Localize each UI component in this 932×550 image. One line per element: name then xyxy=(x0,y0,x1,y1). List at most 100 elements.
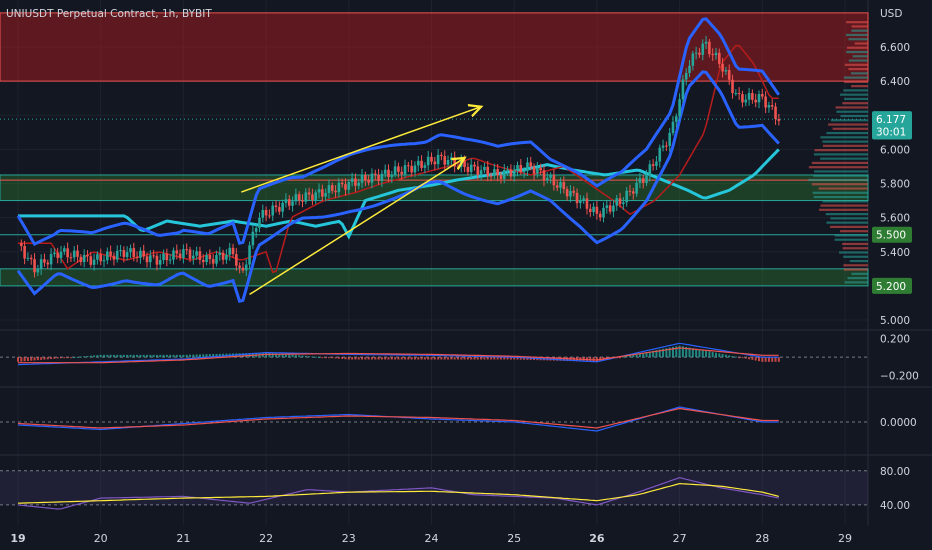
candle-body[interactable] xyxy=(598,213,602,218)
candle-body[interactable] xyxy=(324,192,327,197)
candle-body[interactable] xyxy=(248,245,251,265)
candle-body[interactable] xyxy=(645,175,648,183)
candle-body[interactable] xyxy=(582,198,585,201)
candle-body[interactable] xyxy=(734,93,738,95)
candle-body[interactable] xyxy=(115,250,119,260)
candle-body[interactable] xyxy=(757,94,761,103)
candle-body[interactable] xyxy=(585,198,589,209)
candle-body[interactable] xyxy=(681,79,685,100)
candle-body[interactable] xyxy=(559,182,562,188)
candle-body[interactable] xyxy=(479,170,483,175)
candle-body[interactable] xyxy=(661,145,665,148)
candle-body[interactable] xyxy=(274,205,278,208)
candle-body[interactable] xyxy=(139,250,142,258)
candle-body[interactable] xyxy=(92,259,96,265)
candle-body[interactable] xyxy=(291,201,294,206)
candle-body[interactable] xyxy=(701,43,705,55)
candle-body[interactable] xyxy=(373,173,377,175)
trend-arrow[interactable] xyxy=(241,107,481,193)
candle-body[interactable] xyxy=(287,199,291,206)
price-series[interactable] xyxy=(16,17,781,303)
candle-body[interactable] xyxy=(297,194,301,201)
candle-body[interactable] xyxy=(258,217,261,229)
candle-body[interactable] xyxy=(238,265,241,268)
candle-body[interactable] xyxy=(764,96,767,108)
rsi-line[interactable] xyxy=(17,476,779,510)
candle-body[interactable] xyxy=(651,164,655,166)
candle-body[interactable] xyxy=(354,178,357,186)
candle-body[interactable] xyxy=(387,169,390,178)
candle-body[interactable] xyxy=(450,157,453,161)
candle-body[interactable] xyxy=(512,170,516,177)
candle-body[interactable] xyxy=(493,169,496,176)
candle-body[interactable] xyxy=(506,169,509,171)
candle-body[interactable] xyxy=(708,41,711,55)
candle-body[interactable] xyxy=(466,167,470,172)
candle-body[interactable] xyxy=(456,166,460,168)
candle-body[interactable] xyxy=(205,255,208,263)
candle-body[interactable] xyxy=(717,52,721,64)
candle-body[interactable] xyxy=(777,119,781,121)
candle-body[interactable] xyxy=(569,190,572,197)
candle-body[interactable] xyxy=(496,169,499,176)
candle-body[interactable] xyxy=(162,253,165,260)
candle-body[interactable] xyxy=(612,205,615,212)
candle-body[interactable] xyxy=(602,207,605,218)
candle-body[interactable] xyxy=(522,171,526,173)
candle-body[interactable] xyxy=(469,164,473,172)
candle-body[interactable] xyxy=(165,253,169,261)
candle-body[interactable] xyxy=(195,251,198,256)
candle-body[interactable] xyxy=(400,171,404,175)
candle-body[interactable] xyxy=(377,174,380,181)
candle-body[interactable] xyxy=(225,254,228,260)
candle-body[interactable] xyxy=(317,189,321,193)
candle-body[interactable] xyxy=(228,247,232,255)
candle-body[interactable] xyxy=(529,162,533,167)
candle-body[interactable] xyxy=(678,99,681,117)
candle-body[interactable] xyxy=(691,53,695,66)
candle-body[interactable] xyxy=(704,41,708,44)
candle-body[interactable] xyxy=(192,255,195,259)
candle-body[interactable] xyxy=(198,251,202,260)
candle-body[interactable] xyxy=(575,192,579,204)
candle-body[interactable] xyxy=(724,70,728,72)
candle-body[interactable] xyxy=(393,166,397,175)
candle-body[interactable] xyxy=(76,250,79,257)
candle-body[interactable] xyxy=(208,255,212,260)
candle-body[interactable] xyxy=(731,79,734,94)
candle-body[interactable] xyxy=(211,259,215,264)
candle-body[interactable] xyxy=(671,121,675,133)
candle-body[interactable] xyxy=(337,182,341,193)
candle-body[interactable] xyxy=(301,200,304,202)
candle-body[interactable] xyxy=(489,175,493,177)
candle-body[interactable] xyxy=(565,189,569,197)
candle-body[interactable] xyxy=(638,178,642,183)
candle-body[interactable] xyxy=(595,206,599,214)
candle-body[interactable] xyxy=(403,165,407,175)
trend-arrow[interactable] xyxy=(249,158,465,296)
candle-body[interactable] xyxy=(314,192,318,201)
candle-body[interactable] xyxy=(770,105,774,107)
candle-body[interactable] xyxy=(145,256,149,263)
candle-body[interactable] xyxy=(142,250,146,257)
candle-body[interactable] xyxy=(99,254,102,262)
candle-body[interactable] xyxy=(407,165,410,167)
bollinger-lower-band[interactable] xyxy=(16,70,780,303)
candle-body[interactable] xyxy=(122,250,126,258)
candle-body[interactable] xyxy=(321,189,324,197)
trend-arrows[interactable] xyxy=(241,107,481,296)
candle-body[interactable] xyxy=(446,160,450,165)
candle-body[interactable] xyxy=(132,248,136,257)
candle-body[interactable] xyxy=(532,166,536,174)
candle-body[interactable] xyxy=(483,166,486,171)
candle-body[interactable] xyxy=(231,247,235,255)
candle-body[interactable] xyxy=(674,116,678,122)
candle-body[interactable] xyxy=(201,259,205,263)
candle-body[interactable] xyxy=(436,154,440,165)
candle-body[interactable] xyxy=(618,198,622,204)
candle-body[interactable] xyxy=(307,192,311,195)
candle-body[interactable] xyxy=(684,72,688,80)
candle-body[interactable] xyxy=(767,105,771,108)
candle-body[interactable] xyxy=(416,160,420,166)
candle-body[interactable] xyxy=(622,202,625,204)
